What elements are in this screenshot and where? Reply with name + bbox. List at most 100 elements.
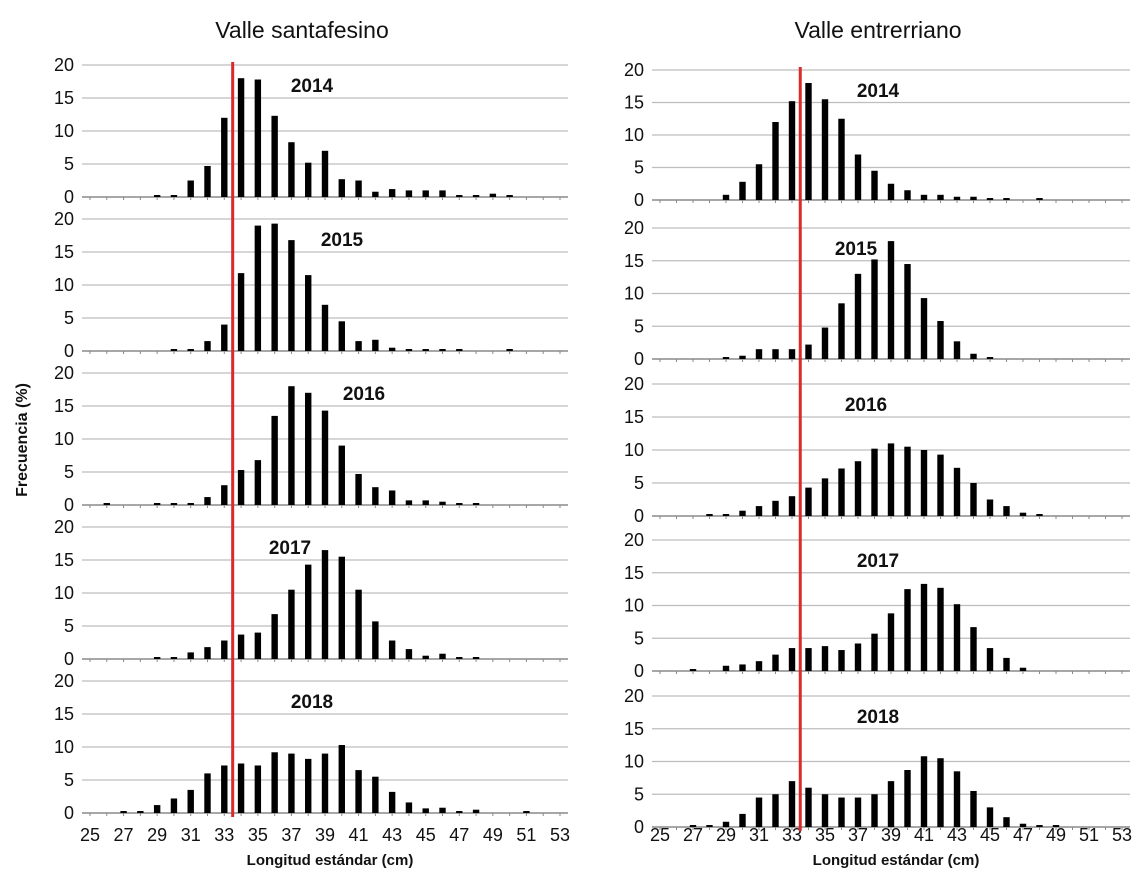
bar: [288, 386, 295, 505]
bar: [1019, 823, 1027, 827]
bar: [422, 190, 429, 197]
bar: [772, 654, 779, 671]
series-label: 2018: [857, 707, 899, 728]
chart-title-1: Valle entrerriano: [794, 17, 961, 43]
y-tick-label: 10: [54, 429, 74, 449]
bar: [355, 341, 362, 351]
bar: [372, 487, 379, 505]
bar: [755, 797, 763, 827]
bar: [706, 514, 713, 516]
y-tick-label: 15: [54, 88, 74, 108]
bar: [871, 259, 878, 359]
bar: [489, 193, 497, 197]
bar: [271, 115, 278, 197]
bar: [170, 503, 178, 505]
bar: [321, 410, 329, 505]
bar: [187, 789, 194, 813]
bar: [405, 802, 413, 813]
y-tick-label: 20: [624, 218, 644, 238]
bar: [937, 194, 944, 200]
bar: [871, 170, 878, 200]
bar: [755, 164, 763, 200]
bar: [739, 181, 746, 200]
bar: [338, 745, 345, 813]
bar: [838, 118, 845, 200]
y-tick-label: 20: [624, 374, 644, 394]
y-tick-label: 20: [624, 686, 644, 706]
y-tick-label: 10: [624, 440, 644, 460]
bar: [153, 805, 161, 813]
bar: [221, 324, 228, 351]
bar: [254, 765, 262, 813]
y-tick-label: 0: [634, 506, 644, 526]
bar: [221, 485, 228, 505]
bar: [254, 460, 262, 505]
bar: [204, 773, 211, 813]
series-label: 2016: [845, 395, 887, 416]
x-tick-label: 53: [1112, 825, 1132, 845]
y-tick-label: 15: [624, 93, 644, 113]
bar: [1036, 514, 1043, 516]
y-tick-label: 0: [634, 661, 644, 681]
y-tick-label: 0: [64, 341, 74, 361]
bar: [805, 344, 812, 359]
bar: [137, 811, 144, 813]
y-tick-label: 20: [54, 209, 74, 229]
bar: [689, 825, 697, 827]
bar: [355, 770, 362, 813]
bar: [153, 195, 161, 197]
bar: [204, 647, 211, 659]
y-tick-label: 10: [624, 752, 644, 772]
bar: [920, 583, 928, 671]
bar: [970, 790, 977, 827]
bar: [838, 303, 845, 359]
bar: [187, 180, 194, 197]
bar: [372, 191, 379, 197]
bar: [338, 445, 345, 505]
bar: [170, 349, 178, 351]
bar: [838, 650, 845, 671]
y-tick-label: 0: [64, 803, 74, 823]
bar: [920, 450, 928, 516]
bar: [1019, 667, 1027, 671]
bar: [305, 162, 312, 197]
bar: [904, 770, 911, 827]
bar: [372, 776, 379, 813]
bar: [305, 758, 312, 813]
bar: [153, 503, 161, 505]
bar: [338, 321, 345, 351]
y-tick-label: 15: [54, 396, 74, 416]
bar: [821, 646, 829, 671]
bar: [338, 556, 345, 659]
bar: [887, 613, 895, 671]
x-axis-label: Longitud estándar (cm): [247, 852, 414, 869]
bar: [772, 794, 779, 827]
bar: [388, 640, 396, 659]
bar: [970, 627, 977, 671]
bar: [904, 589, 911, 671]
chart-title-0: Valle santafesino: [215, 17, 388, 43]
series-label: 2015: [835, 239, 878, 260]
bar: [456, 195, 463, 197]
bar: [405, 500, 413, 505]
bar: [355, 589, 362, 659]
bar: [388, 791, 396, 813]
bar: [221, 765, 228, 813]
bar: [937, 321, 944, 359]
bar: [838, 797, 845, 827]
bar: [237, 763, 245, 813]
bar: [788, 648, 796, 671]
y-tick-label: 15: [54, 704, 74, 724]
bar: [456, 349, 463, 351]
bar: [986, 807, 994, 827]
bar: [187, 652, 194, 659]
bar: [788, 349, 796, 359]
bar: [739, 664, 746, 671]
x-tick-label: 49: [1046, 825, 1066, 845]
bar: [321, 550, 329, 659]
y-tick-label: 0: [64, 187, 74, 207]
x-tick-label: 29: [147, 825, 167, 845]
bar: [805, 648, 812, 671]
y-tick-label: 5: [64, 616, 74, 636]
bar: [187, 349, 194, 351]
